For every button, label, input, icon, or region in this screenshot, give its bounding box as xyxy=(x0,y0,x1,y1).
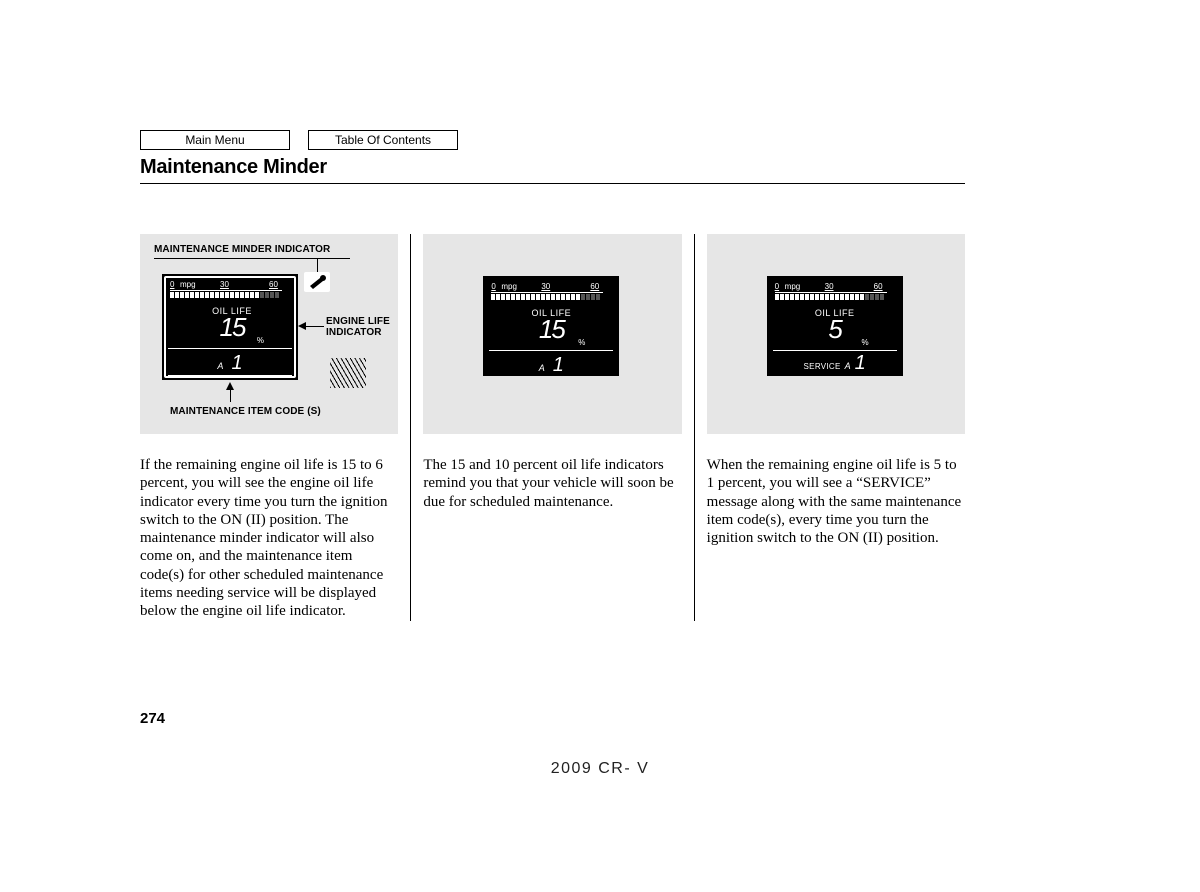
service-label: SERVICE xyxy=(804,362,841,371)
code-number: 1 xyxy=(231,352,242,374)
column-2: 0 mpg 30 60 OIL LIFE 15 % A1 xyxy=(410,234,693,621)
main-menu-button[interactable]: Main Menu xyxy=(140,130,290,150)
column-2-text: The 15 and 10 percent oil life indicator… xyxy=(423,454,681,511)
code-number: 1 xyxy=(553,354,564,376)
page-number: 274 xyxy=(140,710,165,727)
oil-life-value: 15 xyxy=(483,314,619,345)
oil-life-value: 5 xyxy=(767,314,903,345)
toc-button[interactable]: Table Of Contents xyxy=(308,130,458,150)
model-year: 2009 CR- V xyxy=(0,760,1200,778)
arrow-line xyxy=(230,390,231,402)
lcd-display-2: 0 mpg 30 60 OIL LIFE 15 % A1 xyxy=(483,276,619,376)
code-letter: A xyxy=(845,361,851,371)
manual-page: Main Menu Table Of Contents Maintenance … xyxy=(140,130,965,621)
tick-60: 60 xyxy=(269,280,278,289)
mpg-segments xyxy=(170,292,279,298)
caption-engine-life-2: INDICATOR xyxy=(326,327,382,338)
nav-row: Main Menu Table Of Contents xyxy=(140,130,965,150)
arrow-line xyxy=(317,258,318,272)
maint-code-row: SERVICE A1 xyxy=(767,352,903,375)
mpg-segments xyxy=(775,294,884,300)
tick-30: 30 xyxy=(541,282,550,291)
lcd-display-3: 0 mpg 30 60 OIL LIFE 5 % SERVICEA1 xyxy=(767,276,903,376)
tick-30: 30 xyxy=(220,280,229,289)
mpg-segments xyxy=(491,294,600,300)
tick-60: 60 xyxy=(590,282,599,291)
arrow-engine-life xyxy=(298,322,306,330)
hatch-decor xyxy=(330,358,366,388)
tick-0: 0 xyxy=(170,280,174,289)
columns: MAINTENANCE MINDER INDICATOR 0 mpg 30 60 xyxy=(140,234,965,621)
lcd-display-1: 0 mpg 30 60 OIL LIFE 15 % A1 xyxy=(162,274,298,380)
unit-mpg: mpg xyxy=(785,282,801,291)
maint-code-row: A1 xyxy=(162,352,298,375)
unit-mpg: mpg xyxy=(180,280,196,289)
unit-mpg: mpg xyxy=(501,282,517,291)
code-letter: A xyxy=(539,363,545,373)
tick-0: 0 xyxy=(775,282,779,291)
maint-code-row: A1 xyxy=(483,354,619,377)
illustration-panel-1: MAINTENANCE MINDER INDICATOR 0 mpg 30 60 xyxy=(140,234,398,434)
tick-0: 0 xyxy=(491,282,495,291)
column-1-text: If the remaining engine oil life is 15 t… xyxy=(140,454,398,621)
code-letter: A xyxy=(217,361,223,371)
tick-60: 60 xyxy=(874,282,883,291)
wrench-icon xyxy=(304,272,330,292)
caption-engine-life-1: ENGINE LIFE xyxy=(326,316,390,327)
percent-symbol: % xyxy=(578,338,585,347)
caption-item-code: MAINTENANCE ITEM CODE (S) xyxy=(170,406,321,417)
oil-life-value: 15 xyxy=(164,312,300,343)
column-3: 0 mpg 30 60 OIL LIFE 5 % SERVICEA1 xyxy=(694,234,965,621)
caption-indicator: MAINTENANCE MINDER INDICATOR xyxy=(154,244,330,255)
illustration-panel-3: 0 mpg 30 60 OIL LIFE 5 % SERVICEA1 xyxy=(707,234,965,434)
page-title: Maintenance Minder xyxy=(140,156,965,179)
percent-symbol: % xyxy=(257,336,264,345)
illustration-panel-2: 0 mpg 30 60 OIL LIFE 15 % A1 xyxy=(423,234,681,434)
caption-underline xyxy=(154,258,350,259)
column-3-text: When the remaining engine oil life is 5 … xyxy=(707,454,965,547)
percent-symbol: % xyxy=(862,338,869,347)
arrow-item-code xyxy=(226,382,234,390)
code-number: 1 xyxy=(855,352,866,374)
tick-30: 30 xyxy=(825,282,834,291)
title-rule xyxy=(140,183,965,184)
arrow-line xyxy=(306,326,324,327)
column-1: MAINTENANCE MINDER INDICATOR 0 mpg 30 60 xyxy=(140,234,410,621)
